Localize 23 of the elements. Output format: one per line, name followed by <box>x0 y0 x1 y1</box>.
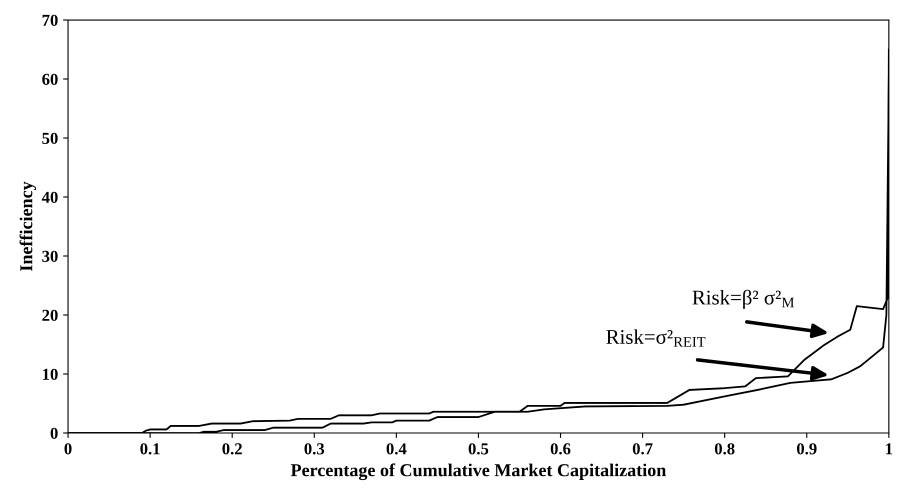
y-tick-label: 0 <box>50 428 58 439</box>
annotation: Risk=β² σ²$_{M}$ <box>692 290 794 309</box>
x-tick-label: 0.7 <box>632 443 653 455</box>
y-tick-label: 50 <box>42 132 58 144</box>
y-tick-label: 60 <box>42 74 58 85</box>
x-axis-title: Percentage of Cumulative Market Capitalization <box>290 463 666 480</box>
x-tick-label: 1 <box>886 443 892 454</box>
annotation: Risk=σ²$_{REIT}$ <box>606 329 706 347</box>
y-tick-label: 30 <box>42 250 58 262</box>
y-axis-title: Inefficiency <box>19 182 36 272</box>
x-tick-label: 0 <box>64 443 72 454</box>
y-tick-label: 10 <box>42 368 58 380</box>
x-tick-label: 0.1 <box>140 443 160 455</box>
x-tick-label: 0.9 <box>796 443 817 455</box>
y-tick-label: 70 <box>42 14 58 26</box>
x-tick-label: 0.2 <box>222 443 242 455</box>
x-tick-label: 0.8 <box>714 443 735 455</box>
x-tick-label: 0.4 <box>386 443 406 455</box>
x-tick-label: 0.6 <box>550 443 570 455</box>
x-tick-label: 0.3 <box>304 443 324 455</box>
y-tick-label: 20 <box>42 310 58 321</box>
y-tick-label: 40 <box>42 192 58 203</box>
x-tick-label: 0.5 <box>468 443 488 455</box>
